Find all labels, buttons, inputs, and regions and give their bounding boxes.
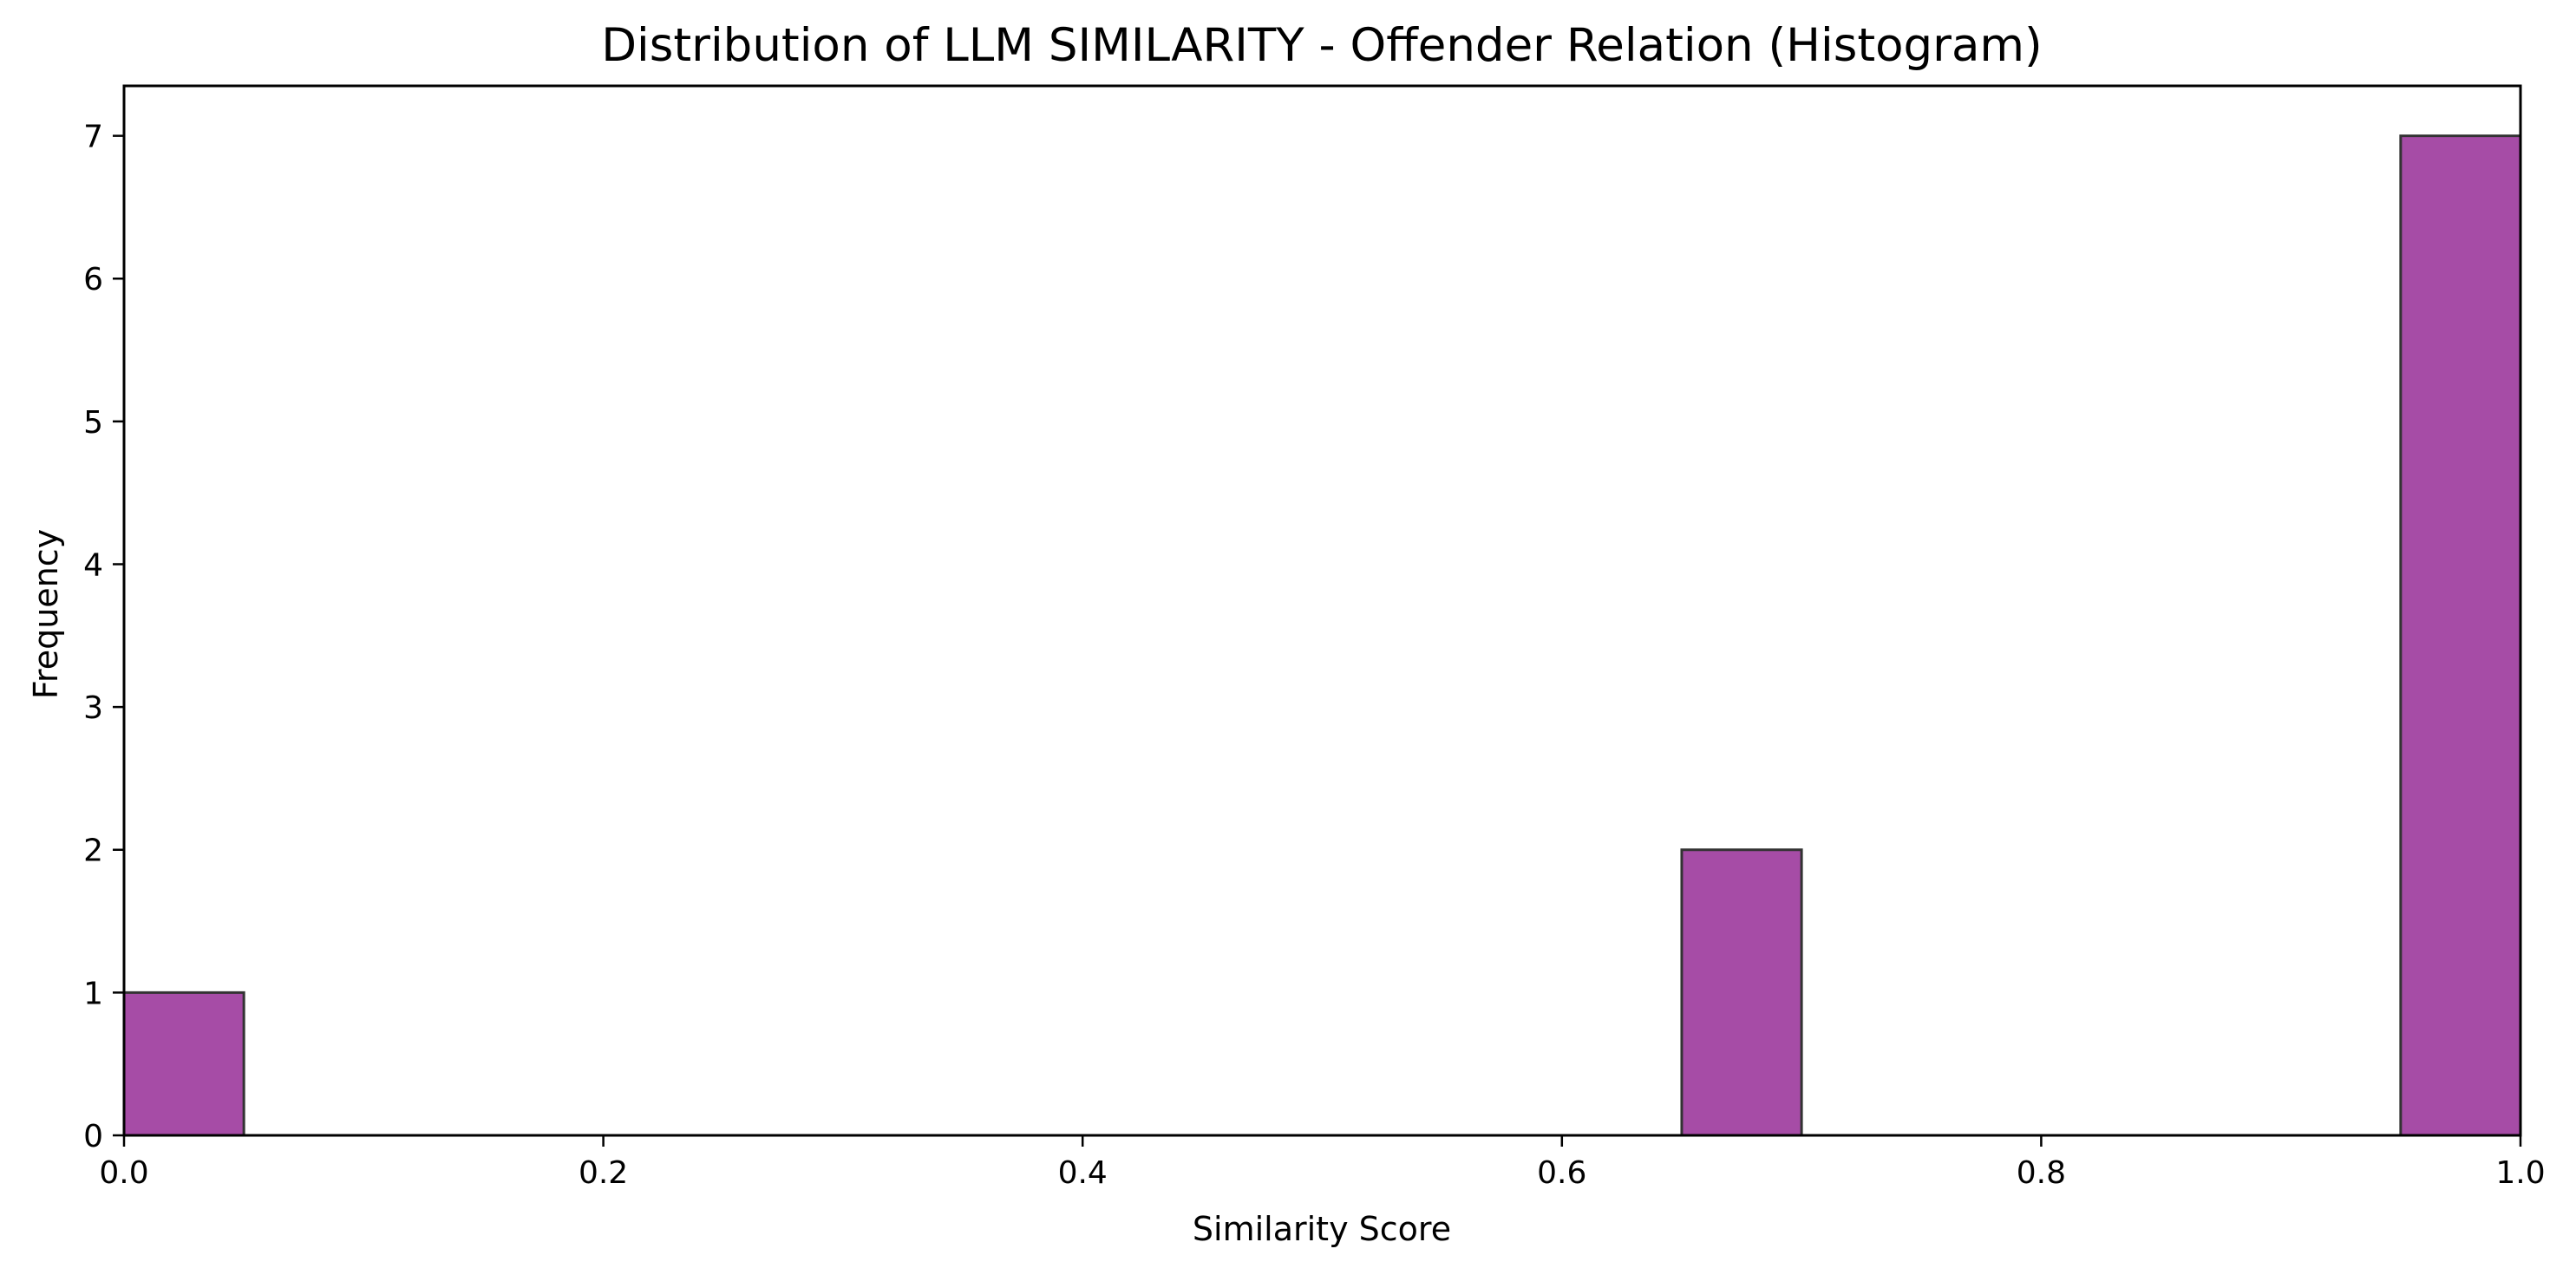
chart-title: Distribution of LLM SIMILARITY - Offende…	[601, 19, 2043, 72]
y-tick-label: 4	[83, 547, 103, 583]
x-tick-label: 0.8	[2017, 1155, 2066, 1191]
x-tick-label: 0.2	[579, 1155, 628, 1191]
histogram-bar-0	[122, 991, 245, 1137]
y-tick-label: 3	[83, 690, 103, 726]
x-tick-label: 0.6	[1537, 1155, 1586, 1191]
y-tick-label: 7	[83, 120, 103, 155]
y-tick-label: 2	[83, 834, 103, 869]
y-axis-ticks: 0 1 2 3 4 5 6 7	[83, 120, 124, 1154]
y-axis-label: Frequency	[27, 529, 65, 699]
y-tick-label: 5	[83, 405, 103, 441]
plot-frame	[122, 84, 2522, 1137]
y-tick-label: 0	[83, 1119, 103, 1154]
x-tick-label: 0.0	[99, 1155, 148, 1191]
x-tick-label: 0.4	[1058, 1155, 1108, 1191]
bars-group	[122, 134, 2522, 1137]
y-tick-label: 1	[83, 976, 103, 1011]
y-tick-label: 6	[83, 262, 103, 298]
x-tick-label: 1.0	[2495, 1155, 2545, 1191]
x-axis-ticks: 0.0 0.2 0.4 0.6 0.8 1.0	[99, 1135, 2546, 1191]
histogram-bar-2	[2399, 134, 2522, 1137]
x-axis-label: Similarity Score	[1193, 1210, 1451, 1248]
histogram-bar-1	[1680, 848, 1803, 1137]
